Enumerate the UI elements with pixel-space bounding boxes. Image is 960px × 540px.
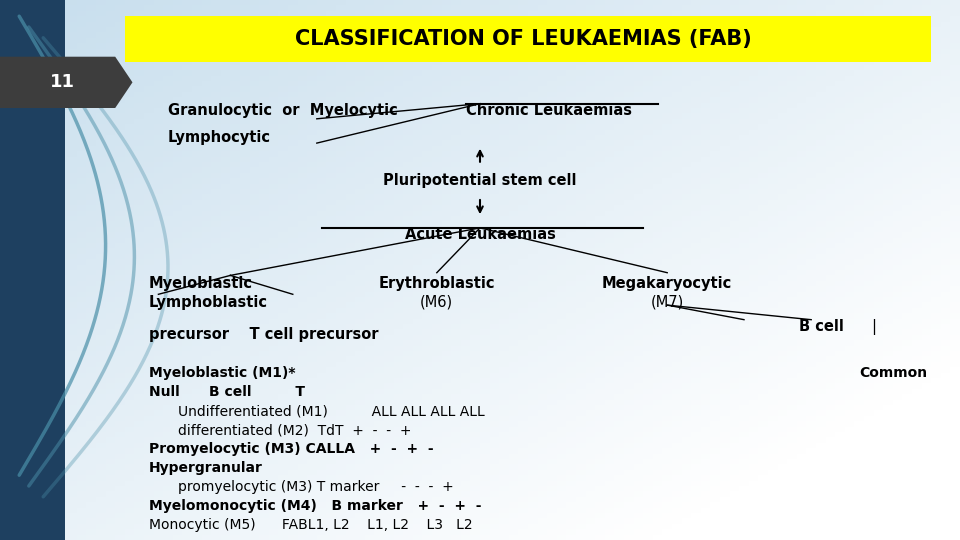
- Text: (M6): (M6): [420, 295, 453, 310]
- Text: Megakaryocytic: Megakaryocytic: [602, 276, 732, 291]
- Text: CLASSIFICATION OF LEUKAEMIAS (FAB): CLASSIFICATION OF LEUKAEMIAS (FAB): [295, 29, 752, 49]
- Text: Myeloblastic: Myeloblastic: [149, 276, 252, 291]
- Text: B cell: B cell: [800, 319, 844, 334]
- Text: Pluripotential stem cell: Pluripotential stem cell: [383, 173, 577, 188]
- Text: Erythroblastic: Erythroblastic: [378, 276, 495, 291]
- Text: Lymphoblastic: Lymphoblastic: [149, 295, 268, 310]
- Text: Acute Leukaemias: Acute Leukaemias: [404, 227, 556, 242]
- Text: (M7): (M7): [651, 295, 684, 310]
- Text: differentiated (M2)  TdT  +  -  -  +: differentiated (M2) TdT + - - +: [178, 423, 411, 437]
- Text: Hypergranular: Hypergranular: [149, 461, 263, 475]
- Text: Undifferentiated (M1)          ALL ALL ALL ALL: Undifferentiated (M1) ALL ALL ALL ALL: [178, 404, 485, 418]
- Bar: [0, 0, 65, 540]
- Text: promyelocytic (M3) T marker     -  -  -  +: promyelocytic (M3) T marker - - - +: [178, 480, 453, 494]
- Text: Granulocytic  or  Myelocytic: Granulocytic or Myelocytic: [168, 103, 397, 118]
- Text: Myeloblastic (M1)*: Myeloblastic (M1)*: [149, 366, 296, 380]
- Polygon shape: [0, 57, 132, 108]
- Text: Myelomonocytic (M4)   B marker   +  -  +  -: Myelomonocytic (M4) B marker + - + -: [149, 499, 481, 513]
- Text: Null      B cell         T: Null B cell T: [149, 384, 305, 399]
- Text: precursor    T cell precursor: precursor T cell precursor: [149, 327, 378, 342]
- Text: Promyelocytic (M3) CALLA   +  -  +  -: Promyelocytic (M3) CALLA + - + -: [149, 442, 433, 456]
- Text: Common: Common: [859, 366, 927, 380]
- Text: Lymphocytic: Lymphocytic: [168, 130, 271, 145]
- Text: 11: 11: [50, 73, 75, 91]
- Text: Chronic Leukaemias: Chronic Leukaemias: [466, 103, 632, 118]
- Text: Monocytic (M5)      FABL1, L2    L1, L2    L3   L2: Monocytic (M5) FABL1, L2 L1, L2 L3 L2: [149, 518, 472, 532]
- Text: |: |: [871, 319, 876, 335]
- Bar: [125, 16, 931, 62]
